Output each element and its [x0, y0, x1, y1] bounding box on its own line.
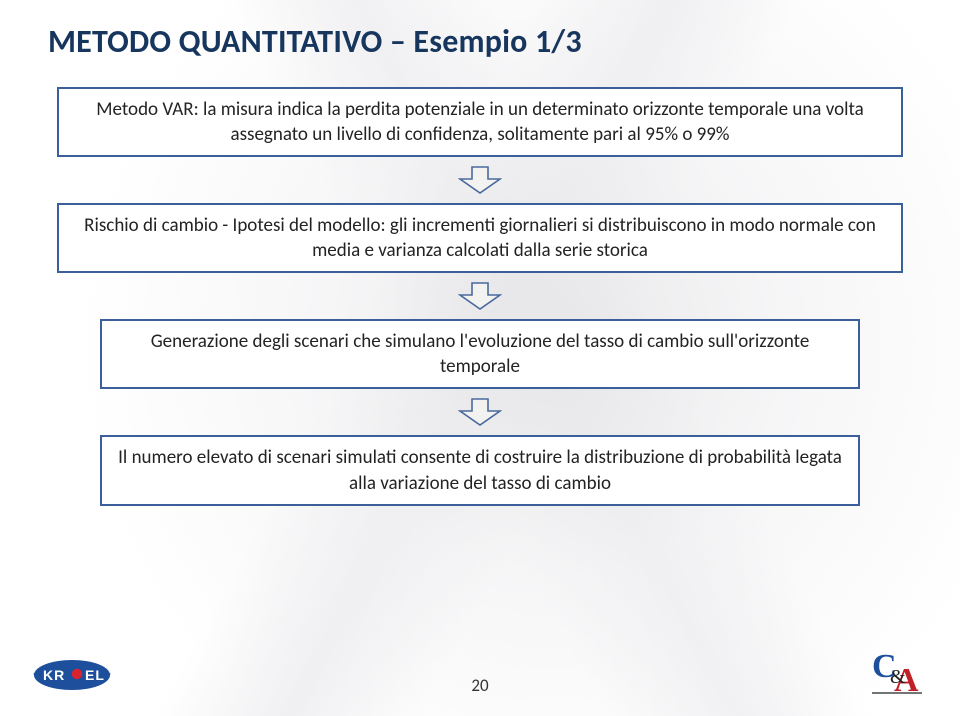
footer: KR EL 20 C A &	[0, 652, 960, 702]
arrow-2	[48, 281, 912, 311]
logo-kriel: KR EL	[32, 653, 120, 698]
box-scenario-generation: Generazione degli scenari che simulano l…	[100, 319, 860, 389]
kriel-logo-icon: KR EL	[32, 653, 120, 693]
logo-ca: C A &	[870, 647, 926, 700]
down-arrow-icon	[458, 397, 502, 427]
arrow-1	[48, 165, 912, 195]
slide: METODO QUANTITATIVO – Esempio 1/3 Metodo…	[0, 0, 960, 716]
page-title: METODO QUANTITATIVO – Esempio 1/3	[48, 22, 912, 61]
svg-text:EL: EL	[85, 667, 105, 683]
down-arrow-icon	[458, 281, 502, 311]
down-arrow-icon	[458, 165, 502, 195]
svg-text:KR: KR	[43, 667, 65, 683]
ca-logo-icon: C A &	[870, 647, 926, 695]
page-number: 20	[471, 675, 488, 696]
svg-text:&: &	[890, 666, 906, 688]
arrow-3	[48, 397, 912, 427]
box-model-hypothesis: Rischio di cambio - Ipotesi del modello:…	[57, 203, 903, 273]
box-distribution: Il numero elevato di scenari simulati co…	[100, 435, 860, 505]
box-var-definition: Metodo VAR: la misura indica la perdita …	[57, 87, 903, 157]
